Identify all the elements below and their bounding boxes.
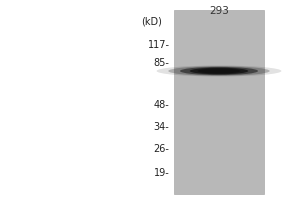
Ellipse shape <box>197 69 241 73</box>
Ellipse shape <box>168 66 270 76</box>
Text: 293: 293 <box>209 6 229 16</box>
Text: 26-: 26- <box>154 144 169 154</box>
Text: 117-: 117- <box>148 40 169 50</box>
Ellipse shape <box>157 66 281 76</box>
Ellipse shape <box>180 67 258 75</box>
Text: 19-: 19- <box>154 168 169 178</box>
Text: (kD): (kD) <box>141 17 162 27</box>
Ellipse shape <box>190 68 248 74</box>
FancyBboxPatch shape <box>174 10 264 194</box>
Text: 48-: 48- <box>154 100 169 110</box>
Text: 85-: 85- <box>154 58 169 68</box>
Text: 34-: 34- <box>154 122 169 132</box>
